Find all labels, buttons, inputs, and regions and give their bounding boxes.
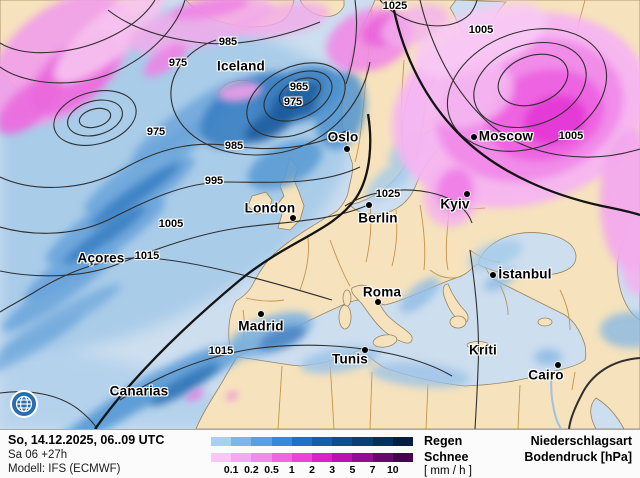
snow-scale-segment (211, 453, 232, 462)
city-label: Iceland (217, 58, 265, 74)
city-marker-dot (366, 202, 372, 208)
scale-tick: 3 (329, 464, 336, 476)
scale-tick: 0.5 (264, 464, 279, 476)
legend-title-precip-type: Niederschlagsart (530, 434, 632, 448)
city-label: Açores (77, 250, 125, 266)
rain-scale-segment (352, 437, 373, 446)
isobar-value-label: 1025 (382, 0, 408, 12)
scale-tick: 0.2 (244, 464, 259, 476)
snow-scale-segment (372, 453, 393, 462)
isobar-value-label: 965 (289, 81, 309, 93)
site-logo (10, 390, 38, 418)
city-marker-dot (471, 134, 477, 140)
scale-tick: 0.1 (223, 464, 239, 476)
rain-scale-segment (291, 437, 313, 446)
city-label: Oslo (327, 129, 359, 145)
city-label: Kríti (469, 342, 497, 358)
land-peloponnese (449, 315, 467, 329)
snow-scale-segment (271, 453, 292, 462)
rain-scale-segment (392, 437, 414, 446)
city-label: Tunis (332, 351, 368, 367)
snow-scale-segment (332, 453, 353, 462)
snow-label: Schnee (424, 450, 469, 464)
rain-label: Regen (424, 434, 463, 448)
model-name: Modell: IFS (ECMWF) (8, 463, 121, 475)
snow-precipitation-field (0, 0, 640, 402)
rain-cells (0, 66, 640, 429)
snow-scale-segment (251, 453, 272, 462)
land-sicily (372, 334, 398, 348)
snow-scale-segment (352, 453, 373, 462)
map-area: 985 975 965 975 975 985 995 1005 1015 1015 1025 100… (0, 0, 640, 429)
isobar-value-label: 975 (168, 57, 188, 69)
city-label: İstanbul (498, 266, 552, 282)
city-label: Kyiv (440, 196, 470, 212)
rain-scale-segment (231, 437, 252, 446)
city-label: London (244, 200, 296, 216)
land-italy (351, 284, 413, 344)
rain-color-scale (211, 437, 414, 446)
valid-time: So, 14.12.2025, 06..09 UTC (8, 433, 165, 447)
isobar-value-label: 985 (224, 140, 244, 152)
land-ireland (247, 191, 273, 215)
city-label: Cairo (528, 367, 564, 383)
rain-scale-segment (372, 437, 393, 446)
city-marker-dot (375, 299, 381, 305)
snow-scale-segment (291, 453, 313, 462)
weather-map-graphic (0, 0, 640, 429)
isobar-value-label: 975 (283, 96, 303, 108)
isobar-value-label: 975 (146, 126, 166, 138)
rain-scale-segment (312, 437, 333, 446)
scale-tick: 2 (309, 464, 315, 476)
rain-scale-segment (271, 437, 292, 446)
isobar-value-label: 985 (218, 36, 238, 48)
scale-tick: 1 (288, 464, 295, 476)
isobar-lines (0, 0, 640, 429)
snow-color-scale (211, 453, 414, 462)
legend-title-pressure: Bodendruck [hPa] (524, 450, 632, 464)
city-label: Roma (362, 284, 402, 300)
scale-tick: 5 (349, 464, 356, 476)
legend-bar: So, 14.12.2025, 06..09 UTC Sa 06 +27h Mo… (0, 429, 640, 478)
isobar-value-label: 1005 (558, 130, 584, 142)
nile-river (550, 371, 562, 429)
isobar-value-label: 1025 (375, 188, 401, 200)
mediterranean-islands (338, 283, 553, 349)
city-label: Madrid (238, 318, 284, 334)
isobar-value-label: 1005 (158, 218, 184, 230)
globe-icon (15, 395, 33, 413)
rain-scale-segment (332, 437, 353, 446)
isobar-value-label: 1015 (134, 250, 160, 262)
scale-tick: 7 (369, 464, 376, 476)
snow-scale-segment (231, 453, 252, 462)
scale-tick: 10 (386, 464, 399, 476)
city-marker-dot (362, 347, 368, 353)
city-marker-dot (344, 146, 350, 152)
city-label: Berlin (358, 210, 398, 226)
isobar-value-label: 995 (204, 175, 224, 187)
rain-scale-segment (251, 437, 272, 446)
city-marker-dot (290, 215, 296, 221)
snow-scale-segment (312, 453, 333, 462)
land-sardinia (338, 304, 352, 330)
isobar-value-label: 1005 (468, 24, 494, 36)
city-label: Moscow (478, 128, 534, 144)
city-label: Canarias (109, 383, 169, 399)
land-corsica (342, 289, 352, 307)
city-marker-dot (258, 311, 264, 317)
city-marker-dot (555, 362, 561, 368)
unit-label: [ mm / h ] (424, 465, 472, 477)
isobar-value-label: 1015 (208, 345, 234, 357)
land-cyprus (537, 317, 553, 327)
rain-scale-segment (211, 437, 232, 446)
red-sea (590, 397, 625, 429)
city-marker-dot (464, 191, 470, 197)
city-marker-dot (490, 272, 496, 278)
snow-scale-segment (392, 453, 414, 462)
scale-tick-labels: 0.1 0.2 0.5 1 2 3 5 7 10 (211, 464, 413, 476)
model-run: Sa 06 +27h (8, 449, 68, 461)
